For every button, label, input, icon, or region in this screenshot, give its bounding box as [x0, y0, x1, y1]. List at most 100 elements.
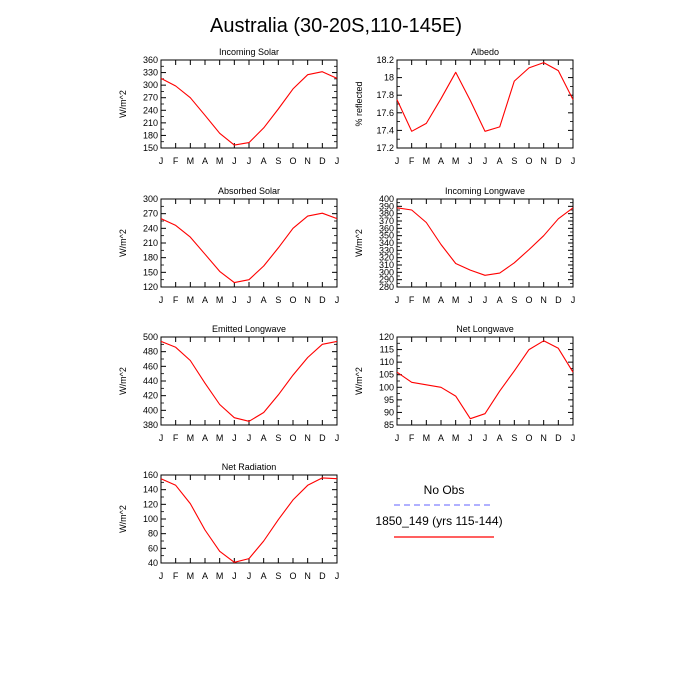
y-tick-label: 340: [379, 238, 394, 248]
y-tick-label: 290: [379, 275, 394, 285]
x-tick-label: J: [335, 433, 340, 443]
series-line: [396, 340, 574, 420]
plot-frame: [160, 336, 338, 426]
y-tick-label: 80: [148, 529, 158, 539]
y-tick-label: 160: [143, 470, 158, 480]
y-tick-label: 180: [143, 253, 158, 263]
x-tick-label: J: [232, 295, 237, 305]
x-tick-label: S: [275, 156, 281, 166]
x-tick-label: M: [423, 433, 431, 443]
y-tick-label: 17.6: [376, 108, 394, 118]
y-tick-label: 100: [143, 514, 158, 524]
x-tick-label: S: [511, 295, 517, 305]
y-tick-label: 280: [379, 282, 394, 292]
y-tick-label: 460: [143, 361, 158, 371]
x-tick-label: J: [159, 156, 164, 166]
x-tick-label: J: [571, 295, 576, 305]
y-tick-label: 400: [143, 405, 158, 415]
y-tick-label: 480: [143, 347, 158, 357]
x-tick-label: J: [571, 433, 576, 443]
x-tick-label: S: [275, 433, 281, 443]
x-tick-label: M: [216, 295, 224, 305]
y-axis-label: % reflected: [354, 81, 364, 126]
y-tick-label: 18: [384, 73, 394, 83]
y-tick-label: 140: [143, 485, 158, 495]
panel-title: Absorbed Solar: [218, 186, 280, 196]
x-tick-label: N: [304, 433, 311, 443]
x-tick-label: F: [173, 156, 179, 166]
y-axis-label: W/m^2: [354, 367, 364, 395]
x-tick-label: M: [216, 156, 224, 166]
plot-frame: [396, 336, 574, 426]
x-tick-label: O: [525, 295, 532, 305]
y-tick-label: 380: [379, 209, 394, 219]
x-tick-label: O: [289, 156, 296, 166]
x-tick-label: M: [452, 433, 460, 443]
y-tick-label: 150: [143, 143, 158, 153]
x-tick-label: N: [304, 295, 311, 305]
y-tick-label: 18.2: [376, 55, 394, 65]
y-tick-label: 360: [143, 55, 158, 65]
y-tick-label: 240: [143, 223, 158, 233]
y-tick-label: 270: [143, 209, 158, 219]
x-tick-label: J: [159, 295, 164, 305]
x-tick-label: A: [261, 156, 267, 166]
x-tick-label: J: [247, 156, 252, 166]
y-tick-label: 85: [384, 420, 394, 430]
x-tick-label: F: [173, 433, 179, 443]
x-tick-label: A: [202, 156, 208, 166]
x-tick-label: D: [555, 295, 562, 305]
panel-title: Emitted Longwave: [212, 324, 286, 334]
y-tick-label: 500: [143, 332, 158, 342]
x-tick-label: J: [468, 433, 473, 443]
y-tick-label: 90: [384, 407, 394, 417]
y-tick-label: 330: [143, 68, 158, 78]
x-tick-label: J: [335, 156, 340, 166]
y-axis-label: W/m^2: [118, 367, 128, 395]
x-tick-label: N: [304, 156, 311, 166]
x-tick-label: D: [555, 156, 562, 166]
y-tick-label: 360: [379, 223, 394, 233]
x-tick-label: N: [540, 156, 547, 166]
x-tick-label: A: [202, 295, 208, 305]
series-line: [160, 477, 338, 563]
x-tick-label: O: [525, 433, 532, 443]
x-tick-label: M: [452, 156, 460, 166]
panel-title: Albedo: [471, 47, 499, 57]
plot-frame: [396, 198, 574, 288]
x-tick-label: A: [438, 295, 444, 305]
x-tick-label: M: [423, 295, 431, 305]
x-tick-label: A: [497, 295, 503, 305]
y-tick-label: 120: [143, 499, 158, 509]
chart-panel: Incoming Longwave W/m^2 280290300310320330…: [354, 186, 575, 305]
x-tick-label: J: [395, 295, 400, 305]
x-tick-label: J: [247, 295, 252, 305]
y-tick-label: 390: [379, 201, 394, 211]
x-tick-label: M: [452, 295, 460, 305]
x-tick-label: J: [247, 571, 252, 581]
x-tick-label: F: [173, 571, 179, 581]
x-tick-label: D: [319, 433, 326, 443]
y-tick-label: 380: [143, 420, 158, 430]
x-tick-label: A: [261, 433, 267, 443]
x-tick-label: D: [319, 295, 326, 305]
x-tick-label: F: [409, 433, 415, 443]
y-tick-label: 60: [148, 543, 158, 553]
x-tick-label: J: [159, 571, 164, 581]
x-tick-label: M: [187, 433, 195, 443]
x-tick-label: S: [511, 433, 517, 443]
y-tick-label: 17.8: [376, 90, 394, 100]
x-tick-label: J: [468, 295, 473, 305]
panel-title: Incoming Solar: [219, 47, 279, 57]
x-tick-label: O: [289, 433, 296, 443]
y-tick-label: 310: [379, 260, 394, 270]
x-tick-label: M: [423, 156, 431, 166]
panel-title: Net Longwave: [456, 324, 514, 334]
y-tick-label: 440: [143, 376, 158, 386]
panel-title: Incoming Longwave: [445, 186, 525, 196]
x-tick-label: O: [289, 295, 296, 305]
y-axis-label: W/m^2: [118, 505, 128, 533]
y-tick-label: 115: [380, 345, 394, 355]
series-line: [160, 340, 338, 422]
